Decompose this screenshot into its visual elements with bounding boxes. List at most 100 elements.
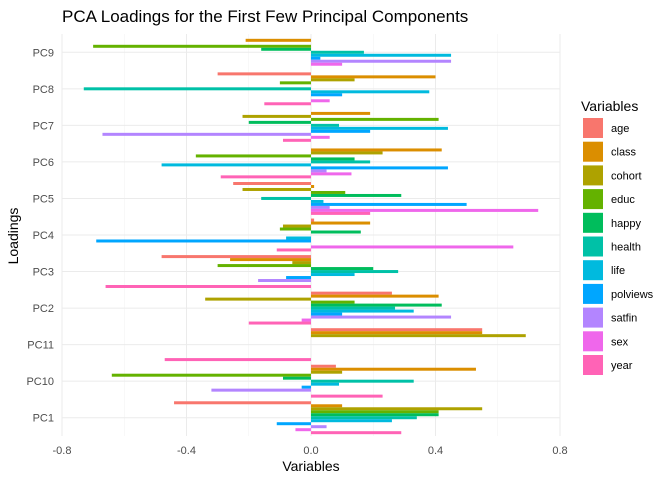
bar-pc2-class xyxy=(311,294,439,298)
legend-key-life xyxy=(583,260,603,281)
bar-pc10-cohort xyxy=(311,370,343,374)
legend-label-educ: educ xyxy=(611,194,635,206)
bar-pc8-year xyxy=(264,102,311,106)
bar-pc6-educ xyxy=(195,154,311,158)
bar-pc8-health xyxy=(83,87,311,91)
bar-pc10-satfin xyxy=(211,388,311,392)
bar-pc2-year xyxy=(248,321,311,325)
legend-key-cohort xyxy=(583,165,603,186)
legend-key-educ xyxy=(583,189,603,210)
bar-pc7-educ xyxy=(311,117,439,121)
bar-pc8-sex xyxy=(311,99,330,103)
bar-pc3-life xyxy=(311,273,355,277)
bar-pc6-cohort xyxy=(311,151,383,155)
y-tick-label: PC5 xyxy=(33,193,54,205)
bar-pc3-educ xyxy=(217,264,311,268)
legend-label-sex: sex xyxy=(611,336,629,348)
bar-pc8-polviews xyxy=(311,93,343,97)
bar-pc4-class xyxy=(311,221,371,225)
y-axis-ticks: PC1 PC10 PC11 PC2 PC3 PC4 PC5 PC6 PC7 PC8 PC9 xyxy=(26,47,54,424)
bar-pc7-satfin xyxy=(102,132,312,136)
bar-pc1-educ xyxy=(311,410,439,414)
bar-pc3-cohort xyxy=(292,261,311,265)
y-tick-label: PC8 xyxy=(33,84,54,96)
bar-pc8-educ xyxy=(279,81,311,85)
bar-pc5-health xyxy=(261,196,311,200)
legend-key-year xyxy=(583,355,603,375)
bar-pc1-year xyxy=(311,431,402,435)
bar-pc7-life xyxy=(311,126,448,130)
bar-pc10-health xyxy=(311,379,414,383)
bar-pc5-polviews xyxy=(311,202,467,206)
bar-pc11-year xyxy=(164,358,311,362)
legend-key-age xyxy=(583,118,603,138)
y-axis-title: Loadings xyxy=(5,208,21,265)
x-tick-label: -0.8 xyxy=(53,445,72,457)
legend-key-class xyxy=(583,141,603,162)
bar-pc3-happy xyxy=(311,267,374,271)
bar-pc11-class xyxy=(311,331,483,335)
bar-pc6-health xyxy=(311,160,371,164)
bar-pc6-life xyxy=(161,163,311,167)
legend-key-satfin xyxy=(583,307,603,328)
bar-pc2-polviews xyxy=(311,312,343,316)
bar-pc5-year xyxy=(311,211,371,215)
bar-pc1-polviews xyxy=(276,422,311,426)
bar-pc3-age xyxy=(161,255,311,259)
y-tick-label: PC2 xyxy=(33,303,54,315)
bar-pc7-health xyxy=(311,123,340,127)
bar-pc3-satfin xyxy=(258,279,311,283)
bar-pc4-cohort xyxy=(282,224,311,228)
bar-pc1-health xyxy=(311,416,417,420)
bar-pc5-class xyxy=(311,184,315,188)
x-tick-label: 0.8 xyxy=(552,445,567,457)
bar-pc7-polviews xyxy=(311,129,371,133)
bar-pc9-satfin xyxy=(311,59,452,63)
bar-pc5-cohort xyxy=(242,187,311,191)
bar-pc11-cohort xyxy=(311,334,526,338)
bar-pc7-class xyxy=(311,111,371,115)
bar-pc2-life xyxy=(311,309,414,313)
bar-pc2-health xyxy=(311,306,396,310)
legend-label-year: year xyxy=(611,360,633,372)
x-tick-label: 0.4 xyxy=(428,445,443,457)
bar-pc1-sex xyxy=(295,428,311,432)
legend-label-health: health xyxy=(611,242,641,254)
bar-pc10-educ xyxy=(111,373,311,377)
bar-pc9-health xyxy=(311,50,364,54)
bar-pc9-sex xyxy=(311,62,343,66)
bar-pc10-age xyxy=(311,364,336,368)
bar-pc5-educ xyxy=(311,190,346,194)
bar-pc9-happy xyxy=(261,47,311,51)
bar-pc5-age xyxy=(233,182,311,185)
y-tick-label: PC7 xyxy=(33,120,54,132)
bar-pc3-polviews xyxy=(286,276,311,280)
bar-pc4-happy xyxy=(311,230,361,234)
bar-pc6-class xyxy=(311,148,442,152)
legend-key-health xyxy=(583,236,603,257)
bar-pc10-polviews xyxy=(301,385,311,389)
bar-pc1-satfin xyxy=(311,425,327,429)
bar-pc4-sex xyxy=(311,245,514,249)
legend-key-happy xyxy=(583,212,603,233)
bar-pc7-happy xyxy=(248,120,311,124)
bar-pc6-year xyxy=(220,175,311,179)
bar-pc3-year xyxy=(105,285,311,288)
bar-pc2-satfin xyxy=(311,315,452,319)
bar-pc9-class xyxy=(245,38,311,42)
bar-pc2-sex xyxy=(301,318,311,322)
bar-pc8-age xyxy=(217,72,311,76)
legend-title: Variables xyxy=(581,98,638,114)
bar-pc2-age xyxy=(311,291,392,295)
bar-pc6-sex xyxy=(311,172,352,176)
chart-title: PCA Loadings for the First Few Principal… xyxy=(62,7,468,26)
bar-pc10-happy xyxy=(282,376,311,380)
bar-pc10-life xyxy=(311,382,340,386)
bar-pc4-life xyxy=(286,236,311,240)
y-tick-label: PC9 xyxy=(33,47,54,59)
bar-pc7-cohort xyxy=(242,114,311,118)
y-tick-label: PC3 xyxy=(33,267,54,279)
bar-pc1-happy xyxy=(311,413,439,417)
legend-key-sex xyxy=(583,331,603,352)
